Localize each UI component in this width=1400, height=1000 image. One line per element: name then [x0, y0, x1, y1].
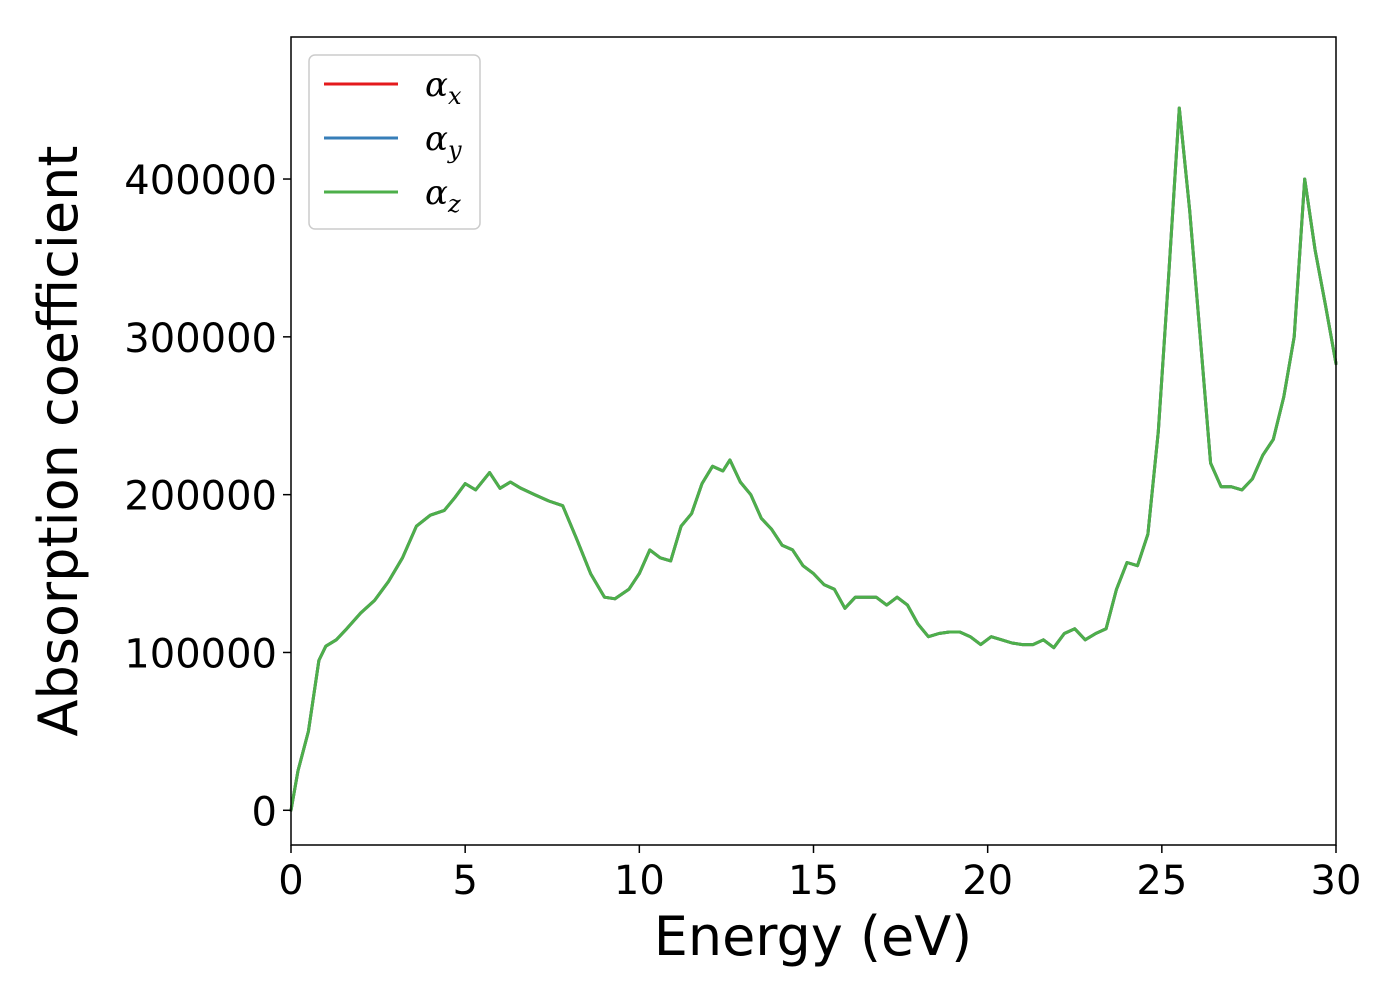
x-tick-label: 20	[962, 858, 1013, 904]
x-tick-label: 25	[1136, 858, 1187, 904]
x-tick-label: 30	[1311, 858, 1362, 904]
legend-box	[308, 54, 481, 230]
series-line-3	[289, 106, 1338, 812]
legend-label-3: αz	[425, 173, 461, 218]
y-tick-label: 400000	[124, 158, 277, 204]
legend-label-base: α	[425, 65, 448, 105]
legend-label-subscript: z	[447, 190, 461, 218]
legend-label-base: α	[425, 173, 448, 213]
legend-label-subscript: x	[448, 82, 462, 110]
y-tick-label: 300000	[124, 316, 277, 362]
legend-label-subscript: y	[447, 136, 462, 164]
x-tick-label: 5	[452, 858, 477, 904]
x-axis: 0 5 10 15 20 25 30	[278, 845, 1361, 904]
x-axis-title: Energy (eV)	[654, 905, 973, 968]
y-tick-label: 0	[252, 789, 277, 835]
y-tick-label: 100000	[124, 631, 277, 677]
legend-label-2: αy	[425, 119, 462, 164]
x-tick-label: 0	[278, 858, 303, 904]
legend-label-1: αx	[425, 65, 462, 110]
x-tick-label: 10	[614, 858, 665, 904]
series-layer	[289, 106, 1338, 812]
y-tick-label: 200000	[124, 474, 277, 520]
legend-label-base: α	[425, 119, 448, 159]
x-tick-label: 15	[788, 858, 839, 904]
y-axis: 0 100000 200000 300000 400000	[124, 158, 291, 835]
y-axis-title: Absorption coefficient	[27, 146, 90, 737]
